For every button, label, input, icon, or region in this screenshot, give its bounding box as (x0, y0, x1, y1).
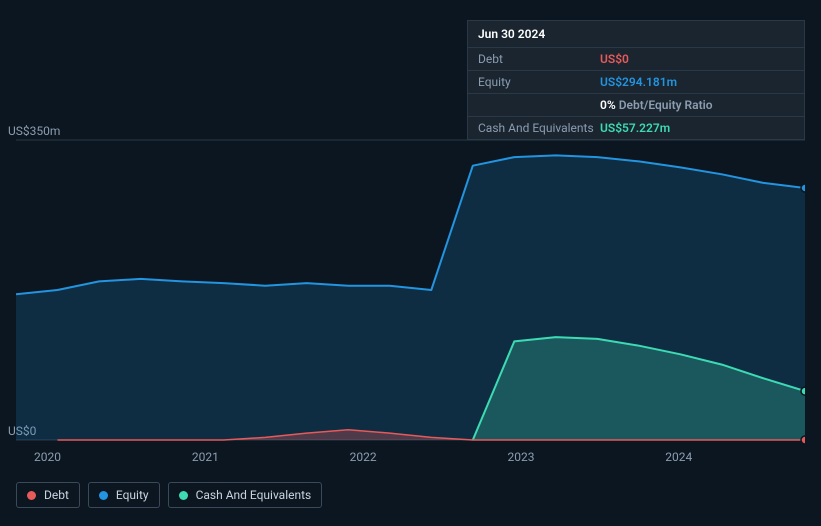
x-axis-label: 2024 (665, 450, 692, 464)
legend-dot-icon (179, 491, 188, 500)
x-axis-label: 2020 (34, 450, 61, 464)
tooltip-row-value: 0% Debt/Equity Ratio (600, 98, 713, 112)
legend-dot-icon (99, 491, 108, 500)
legend-item[interactable]: Equity (88, 482, 160, 508)
x-axis-label: 2021 (192, 450, 219, 464)
x-axis-labels: 2020 2021 2022 2023 2024 (16, 450, 805, 470)
legend-dot-icon (27, 491, 36, 500)
x-axis-label: 2022 (350, 450, 377, 464)
chart-svg (16, 120, 805, 450)
tooltip-date: Jun 30 2024 (468, 21, 804, 48)
legend-item[interactable]: Debt (16, 482, 80, 508)
tooltip-row-value: US$0 (600, 52, 629, 66)
tooltip-row: DebtUS$0 (468, 48, 804, 71)
legend-label: Debt (44, 488, 69, 502)
tooltip-row: Cash And EquivalentsUS$57.227m (468, 117, 804, 139)
chart-tooltip: Jun 30 2024 DebtUS$0EquityUS$294.181m0% … (467, 20, 805, 140)
chart-legend: Debt Equity Cash And Equivalents (16, 482, 322, 508)
tooltip-row-label: Cash And Equivalents (478, 121, 600, 135)
legend-item[interactable]: Cash And Equivalents (168, 482, 323, 508)
tooltip-row: EquityUS$294.181m (468, 71, 804, 94)
tooltip-row-label: Debt (478, 52, 600, 66)
legend-label: Cash And Equivalents (196, 488, 312, 502)
tooltip-row-label: Equity (478, 75, 600, 89)
legend-label: Equity (116, 488, 149, 502)
tooltip-row: 0% Debt/Equity Ratio (468, 94, 804, 117)
x-axis-label: 2023 (507, 450, 534, 464)
tooltip-row-label (478, 98, 600, 112)
tooltip-row-value: US$294.181m (600, 75, 677, 89)
chart-plot-area (16, 120, 805, 450)
tooltip-row-value: US$57.227m (600, 121, 670, 135)
